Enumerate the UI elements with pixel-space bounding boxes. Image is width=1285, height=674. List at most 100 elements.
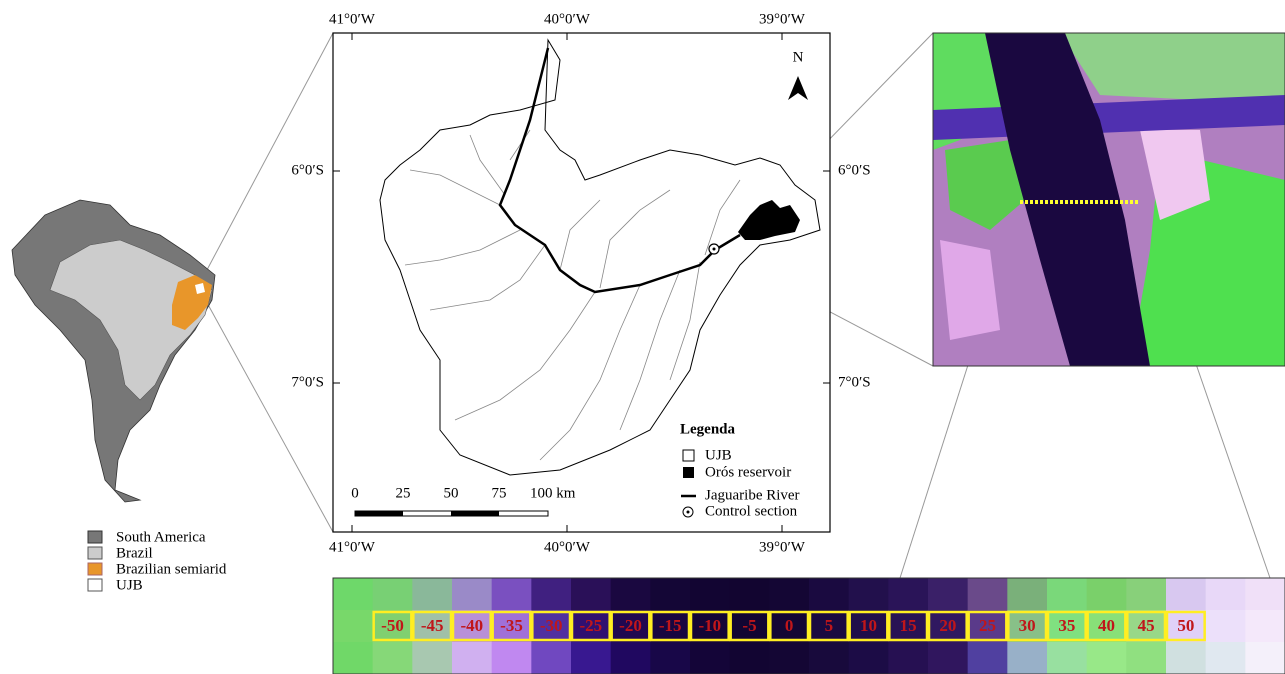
pixel <box>1087 642 1127 674</box>
connector <box>200 33 333 283</box>
pixel <box>1087 578 1127 611</box>
pixel <box>730 578 770 611</box>
legend-label: Jaguaribe River <box>705 487 800 503</box>
scale-label: 0 <box>351 485 359 501</box>
lat-label: 7°0′S <box>291 374 324 390</box>
pixel <box>412 578 452 611</box>
pixel <box>928 642 968 674</box>
pixel <box>1166 578 1206 611</box>
figure: South America Brazil Brazilian semiarid … <box>0 0 1285 674</box>
pixel <box>849 642 889 674</box>
pixel <box>373 642 413 674</box>
pixel <box>888 642 928 674</box>
lon-label: 40°0′W <box>544 11 591 27</box>
pixel <box>849 578 889 611</box>
north-label: N <box>793 49 804 65</box>
lat-label: 6°0′S <box>838 162 871 178</box>
control-section-dot <box>713 248 716 251</box>
pixel <box>968 578 1008 611</box>
pixel <box>452 578 492 611</box>
offset-label: -15 <box>659 616 682 635</box>
pixel <box>1245 610 1285 643</box>
offset-label: 25 <box>979 616 996 635</box>
offset-label: -50 <box>381 616 404 635</box>
scale-segment <box>355 511 403 516</box>
offset-label: -45 <box>421 616 444 635</box>
legend-label: Orós reservoir <box>705 464 791 480</box>
legend-swatch <box>683 450 694 461</box>
semiarid <box>172 275 212 330</box>
pixel <box>1126 578 1166 611</box>
pixel <box>1047 642 1087 674</box>
offset-label: 30 <box>1019 616 1036 635</box>
offset-label: 0 <box>785 616 794 635</box>
pixel <box>650 642 690 674</box>
pixel <box>1206 578 1246 611</box>
offset-label: 15 <box>900 616 917 635</box>
legend-label: UJB <box>705 447 732 463</box>
pixel <box>333 578 373 611</box>
lon-label: 41°0′W <box>329 11 376 27</box>
legend-title: Legenda <box>680 421 736 437</box>
offset-label: -35 <box>500 616 523 635</box>
satellite-inset <box>933 33 1285 366</box>
pixel <box>571 578 611 611</box>
pixel <box>373 578 413 611</box>
pixel <box>1206 610 1246 643</box>
pixel <box>492 642 532 674</box>
connector <box>200 290 333 532</box>
legend-label: South America <box>116 529 206 545</box>
offset-label: 50 <box>1177 616 1194 635</box>
pixel <box>690 642 730 674</box>
pixel <box>571 642 611 674</box>
lon-label: 39°0′W <box>759 539 806 555</box>
pixel <box>1126 642 1166 674</box>
offset-label: 10 <box>860 616 877 635</box>
pixel <box>412 642 452 674</box>
pixel <box>611 642 651 674</box>
lon-label: 39°0′W <box>759 11 806 27</box>
pixel <box>809 642 849 674</box>
offset-label: 5 <box>825 616 834 635</box>
pixel <box>452 642 492 674</box>
scale-label: 75 <box>492 485 507 501</box>
pixel <box>1007 578 1047 611</box>
pixel <box>1206 642 1246 674</box>
south-america-map <box>12 200 215 502</box>
pixel <box>1245 642 1285 674</box>
pixel <box>730 642 770 674</box>
legend-swatch <box>88 547 102 559</box>
pixel <box>650 578 690 611</box>
legend-label: UJB <box>116 577 143 593</box>
legend-swatch <box>88 563 102 575</box>
pixel <box>611 578 651 611</box>
pixel <box>1047 578 1087 611</box>
offset-label: -40 <box>460 616 483 635</box>
sa-legend: South America Brazil Brazilian semiarid … <box>88 529 227 593</box>
pixel <box>1166 642 1206 674</box>
offset-label: -30 <box>540 616 563 635</box>
pixel <box>809 578 849 611</box>
offset-label: 40 <box>1098 616 1115 635</box>
legend-swatch <box>683 467 694 478</box>
scale-label: 50 <box>444 485 459 501</box>
scale-label: 25 <box>396 485 411 501</box>
offset-label: 20 <box>939 616 956 635</box>
offset-label: 35 <box>1058 616 1075 635</box>
lon-label: 41°0′W <box>329 539 376 555</box>
legend-swatch <box>88 531 102 543</box>
pixel <box>769 578 809 611</box>
pixel <box>492 578 532 611</box>
pixel <box>531 578 571 611</box>
scale-label: 100 km <box>530 485 576 501</box>
pixel <box>928 578 968 611</box>
legend-label: Brazilian semiarid <box>116 561 227 577</box>
pixel <box>1007 642 1047 674</box>
offset-label: -25 <box>579 616 602 635</box>
pixel <box>333 610 373 643</box>
pixel <box>531 642 571 674</box>
pixel <box>968 642 1008 674</box>
pixel <box>690 578 730 611</box>
legend-swatch <box>687 511 690 514</box>
